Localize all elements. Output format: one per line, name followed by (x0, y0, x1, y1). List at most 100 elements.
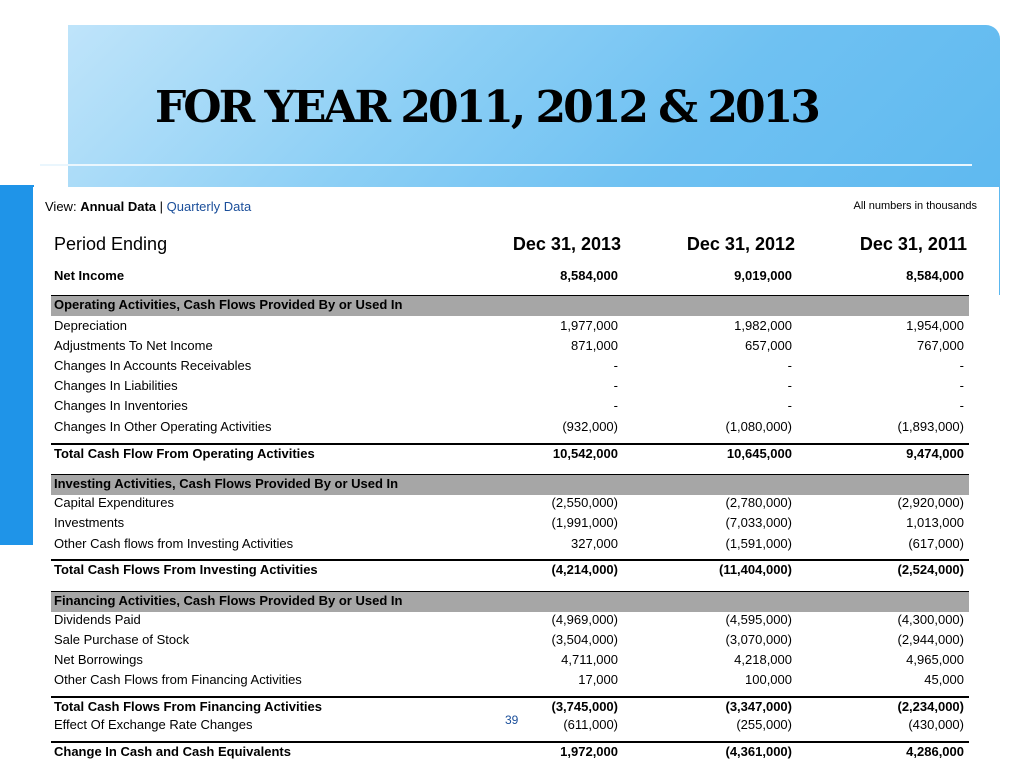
row-value: (4,969,000) (551, 612, 619, 627)
period-ending-header: Period Ending (54, 234, 168, 254)
row-value: (3,070,000) (725, 632, 793, 647)
row-label: Investments (54, 515, 125, 530)
row-value: (4,300,000) (897, 612, 965, 627)
units-note: All numbers in thousands (853, 200, 977, 212)
cash-flow-panel: View: Annual Data | Quarterly Data All n… (33, 187, 999, 768)
row-value: - (959, 378, 964, 393)
row-value: 9,474,000 (906, 446, 964, 461)
title-rule (40, 164, 972, 166)
row-value: (2,944,000) (897, 632, 965, 647)
annual-data-option[interactable]: Annual Data (80, 199, 157, 214)
row-value: 871,000 (571, 338, 618, 353)
row-label: Capital Expenditures (54, 495, 174, 510)
row-label: Investing Activities, Cash Flows Provide… (54, 476, 399, 491)
table-row: Dividends Paid (4,969,000) (4,595,000) (4,3… (51, 611, 969, 631)
row-value: - (787, 398, 792, 413)
row-value: 1,982,000 (734, 318, 792, 333)
quarterly-data-link[interactable]: Quarterly Data (166, 199, 252, 214)
table-row: Total Cash Flows From Financing Activiti… (51, 696, 969, 718)
table-row: Net Income 8,584,000 9,019,000 8,584,000 (51, 267, 969, 287)
table-row: Adjustments To Net Income 871,000 657,000 7… (51, 337, 969, 357)
row-value: (2,780,000) (725, 495, 793, 510)
section-header-row: Investing Activities, Cash Flows Provide… (51, 474, 969, 495)
row-label: Changes In Other Operating Activities (54, 419, 272, 434)
row-value: 767,000 (917, 338, 964, 353)
row-value: - (959, 398, 964, 413)
table-row: Changes In Other Operating Activities (93… (51, 418, 969, 438)
section-header-row: Operating Activities, Cash Flows Provide… (51, 295, 969, 316)
view-separator: | (159, 199, 164, 214)
table-row: Changes In Inventories - - - (51, 397, 969, 417)
table-row: Changes In Liabilities - - - (51, 377, 969, 397)
row-value: 4,711,000 (561, 652, 618, 667)
section-header-row: Financing Activities, Cash Flows Provide… (51, 591, 969, 612)
row-label: Financing Activities, Cash Flows Provide… (54, 593, 403, 608)
row-label: Operating Activities, Cash Flows Provide… (54, 297, 403, 312)
row-value: (11,404,000) (718, 562, 792, 577)
row-value: - (613, 398, 618, 413)
table-row: Investments (1,991,000) (7,033,000) 1,013,0… (51, 514, 969, 534)
table-row: Total Cash Flows From Investing Activiti… (51, 559, 969, 581)
row-value: (4,214,000) (551, 562, 619, 577)
row-label: Changes In Inventories (54, 398, 188, 413)
row-label: Effect Of Exchange Rate Changes (54, 717, 253, 732)
row-value: (3,745,000) (551, 699, 619, 714)
table-row: Other Cash flows from Investing Activiti… (51, 535, 969, 555)
row-label: Total Cash Flows From Financing Activiti… (54, 699, 322, 714)
page-number: 39 (505, 713, 519, 727)
table-row: Changes In Accounts Receivables - - - (51, 357, 969, 377)
table-row: Effect Of Exchange Rate Changes (611,000)… (51, 716, 969, 736)
row-value: (1,893,000) (897, 419, 965, 434)
table-row: Total Cash Flow From Operating Activitie… (51, 443, 969, 465)
row-value: 4,218,000 (734, 652, 792, 667)
row-value: 10,645,000 (726, 446, 792, 461)
row-label: Total Cash Flow From Operating Activitie… (54, 446, 315, 461)
row-value: (7,033,000) (725, 515, 793, 530)
row-value: 4,965,000 (906, 652, 964, 667)
row-label: Sale Purchase of Stock (54, 632, 190, 647)
table-row: Other Cash Flows from Financing Activiti… (51, 671, 969, 691)
column-header-2013: Dec 31, 2013 (512, 234, 621, 254)
banner-mask (0, 0, 68, 185)
row-value: (1,080,000) (725, 419, 793, 434)
row-label: Net Borrowings (54, 652, 143, 667)
row-value: 8,584,000 (560, 268, 618, 283)
table-row: Sale Purchase of Stock (3,504,000) (3,070,… (51, 631, 969, 651)
row-value: (2,920,000) (897, 495, 965, 510)
table-row: Depreciation 1,977,000 1,982,000 1,954,000 (51, 317, 969, 337)
row-label: Dividends Paid (54, 612, 141, 627)
row-value: (611,000) (563, 717, 618, 732)
table-row: Net Borrowings 4,711,000 4,218,000 4,965,00… (51, 651, 969, 671)
row-value: - (787, 378, 792, 393)
row-label: Net Income (54, 268, 125, 283)
row-value: 1,013,000 (906, 515, 964, 530)
row-value: (4,361,000) (725, 744, 793, 759)
row-label: Other Cash flows from Investing Activiti… (54, 536, 294, 551)
row-label: Depreciation (54, 318, 127, 333)
row-value: - (787, 358, 792, 373)
column-header-2012: Dec 31, 2012 (686, 234, 795, 254)
row-label: Change In Cash and Cash Equivalents (54, 744, 291, 759)
column-header-2011: Dec 31, 2011 (859, 234, 967, 254)
row-value: 327,000 (571, 536, 618, 551)
row-value: - (613, 378, 618, 393)
row-label: Adjustments To Net Income (54, 338, 213, 353)
row-value: (1,591,000) (725, 536, 793, 551)
row-value: - (959, 358, 964, 373)
row-value: (255,000) (736, 717, 792, 732)
row-value: (617,000) (908, 536, 964, 551)
row-label: Changes In Accounts Receivables (54, 358, 252, 373)
row-label: Changes In Liabilities (54, 378, 178, 393)
row-value: (3,504,000) (551, 632, 619, 647)
row-value: (2,550,000) (551, 495, 619, 510)
row-value: 657,000 (745, 338, 792, 353)
table-row: Change In Cash and Cash Equivalents 1,972… (51, 741, 969, 763)
row-value: (932,000) (562, 419, 618, 434)
row-value: 4,286,000 (906, 744, 964, 759)
row-value: (3,347,000) (725, 699, 793, 714)
row-value: (430,000) (908, 717, 964, 732)
row-value: 9,019,000 (734, 268, 792, 283)
row-value: 100,000 (745, 672, 792, 687)
row-value: 17,000 (578, 672, 618, 687)
table-row: Capital Expenditures (2,550,000) (2,780,00… (51, 494, 969, 514)
